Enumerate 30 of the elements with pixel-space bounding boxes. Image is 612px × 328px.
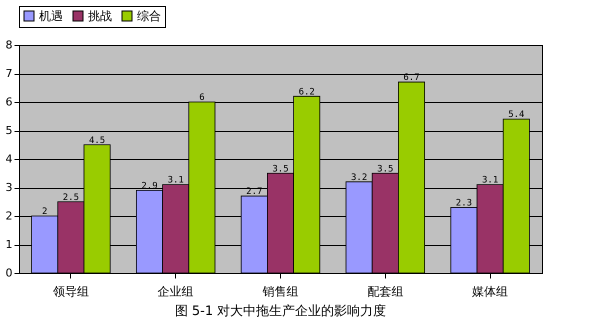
y-tick-label: 7 [6, 67, 12, 80]
x-tick-label: 配套组 [367, 284, 404, 298]
x-tick-label: 销售组 [262, 284, 298, 298]
text: 图 5-1 对大中拖生产企业的影响力度 [174, 303, 386, 319]
data-label: 6 [199, 93, 205, 103]
x-tick-label: 企业组 [158, 284, 194, 298]
data-label: 3.1 [168, 176, 184, 186]
x-tick-label: 领导组 [52, 284, 89, 298]
data-label: 3.5 [272, 164, 289, 174]
legend-label: 综合 [137, 9, 161, 23]
data-label: 3.1 [482, 176, 498, 186]
legend-label: 挑战 [88, 9, 112, 23]
data-label: 3.5 [377, 164, 394, 174]
y-tick-label: 2 [6, 210, 12, 222]
data-label: 4.5 [88, 136, 106, 146]
y-tick-label: 4 [6, 152, 12, 166]
data-label: 3.2 [350, 172, 368, 183]
y-tick-label: 1 [6, 238, 12, 251]
legend-label: 机遇 [39, 9, 63, 23]
x-tick-label: 媒体组 [472, 284, 508, 298]
y-tick-label: 8 [6, 38, 12, 52]
y-tick-label: 5 [6, 124, 12, 137]
data-label: 2.3 [456, 198, 472, 208]
y-tick-label: 6 [6, 96, 12, 108]
data-label: 2.5 [62, 192, 80, 203]
y-tick-label: 3 [6, 181, 12, 194]
data-label: 6.2 [298, 87, 315, 98]
data-label: 2 [42, 207, 48, 217]
y-tick-label: 0 [6, 266, 12, 280]
data-label: 5.4 [508, 110, 524, 120]
